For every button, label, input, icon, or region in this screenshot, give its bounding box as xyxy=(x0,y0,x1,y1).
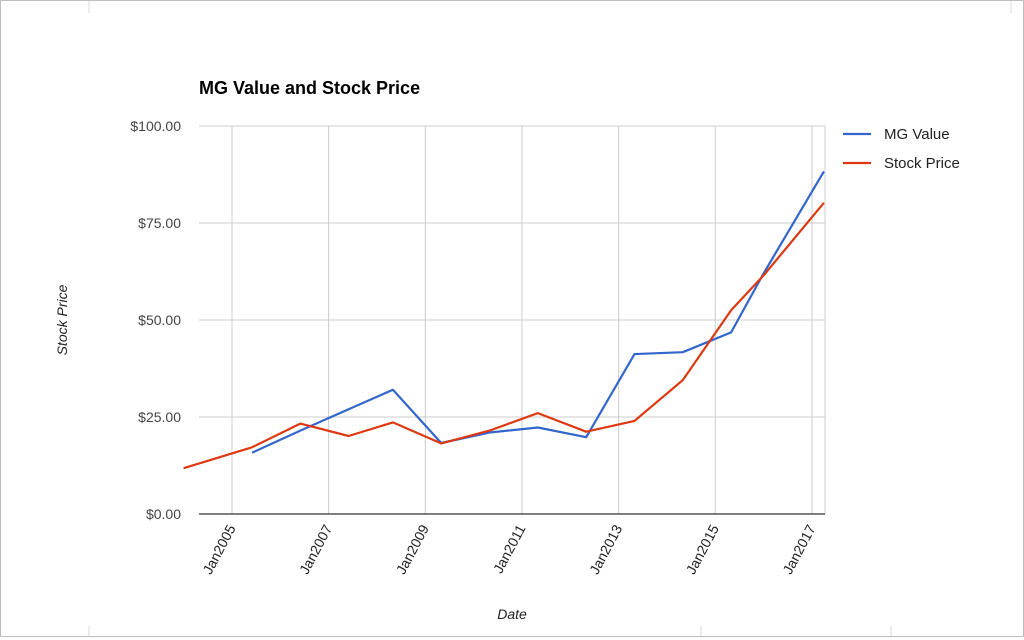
x-tick-label: Jan2005 xyxy=(199,522,238,577)
y-tick-label: $0.00 xyxy=(146,506,181,522)
x-tick-label: Jan2017 xyxy=(779,522,818,577)
legend-label-stock-price: Stock Price xyxy=(884,155,960,172)
x-tick-label: Jan2015 xyxy=(683,522,722,577)
x-tick-label: Jan2013 xyxy=(586,522,625,577)
y-tick-label: $75.00 xyxy=(138,215,181,231)
chart-title: MG Value and Stock Price xyxy=(199,78,420,98)
series-line-mg-value xyxy=(251,170,825,454)
y-axis-title: Stock Price xyxy=(54,284,70,355)
legend: MG Value Stock Price xyxy=(843,126,960,172)
x-tick-label: Jan2009 xyxy=(393,522,432,577)
y-tick-label: $50.00 xyxy=(138,312,181,328)
series-line-stock-price xyxy=(183,202,825,470)
x-axis-title: Date xyxy=(497,606,527,622)
x-tick-label: Jan2011 xyxy=(490,522,529,576)
grid xyxy=(199,125,826,514)
y-axis-ticks: $0.00 $25.00 $50.00 $75.00 $100.00 xyxy=(130,118,181,522)
y-tick-label: $25.00 xyxy=(138,409,181,425)
series-lines xyxy=(183,170,825,470)
legend-label-mg-value: MG Value xyxy=(884,126,950,143)
y-tick-label: $100.00 xyxy=(130,118,181,134)
x-tick-label: Jan2007 xyxy=(296,522,335,577)
x-axis-ticks: Jan2005 Jan2007 Jan2009 Jan2011 Jan2013 Jan20… xyxy=(199,522,818,577)
